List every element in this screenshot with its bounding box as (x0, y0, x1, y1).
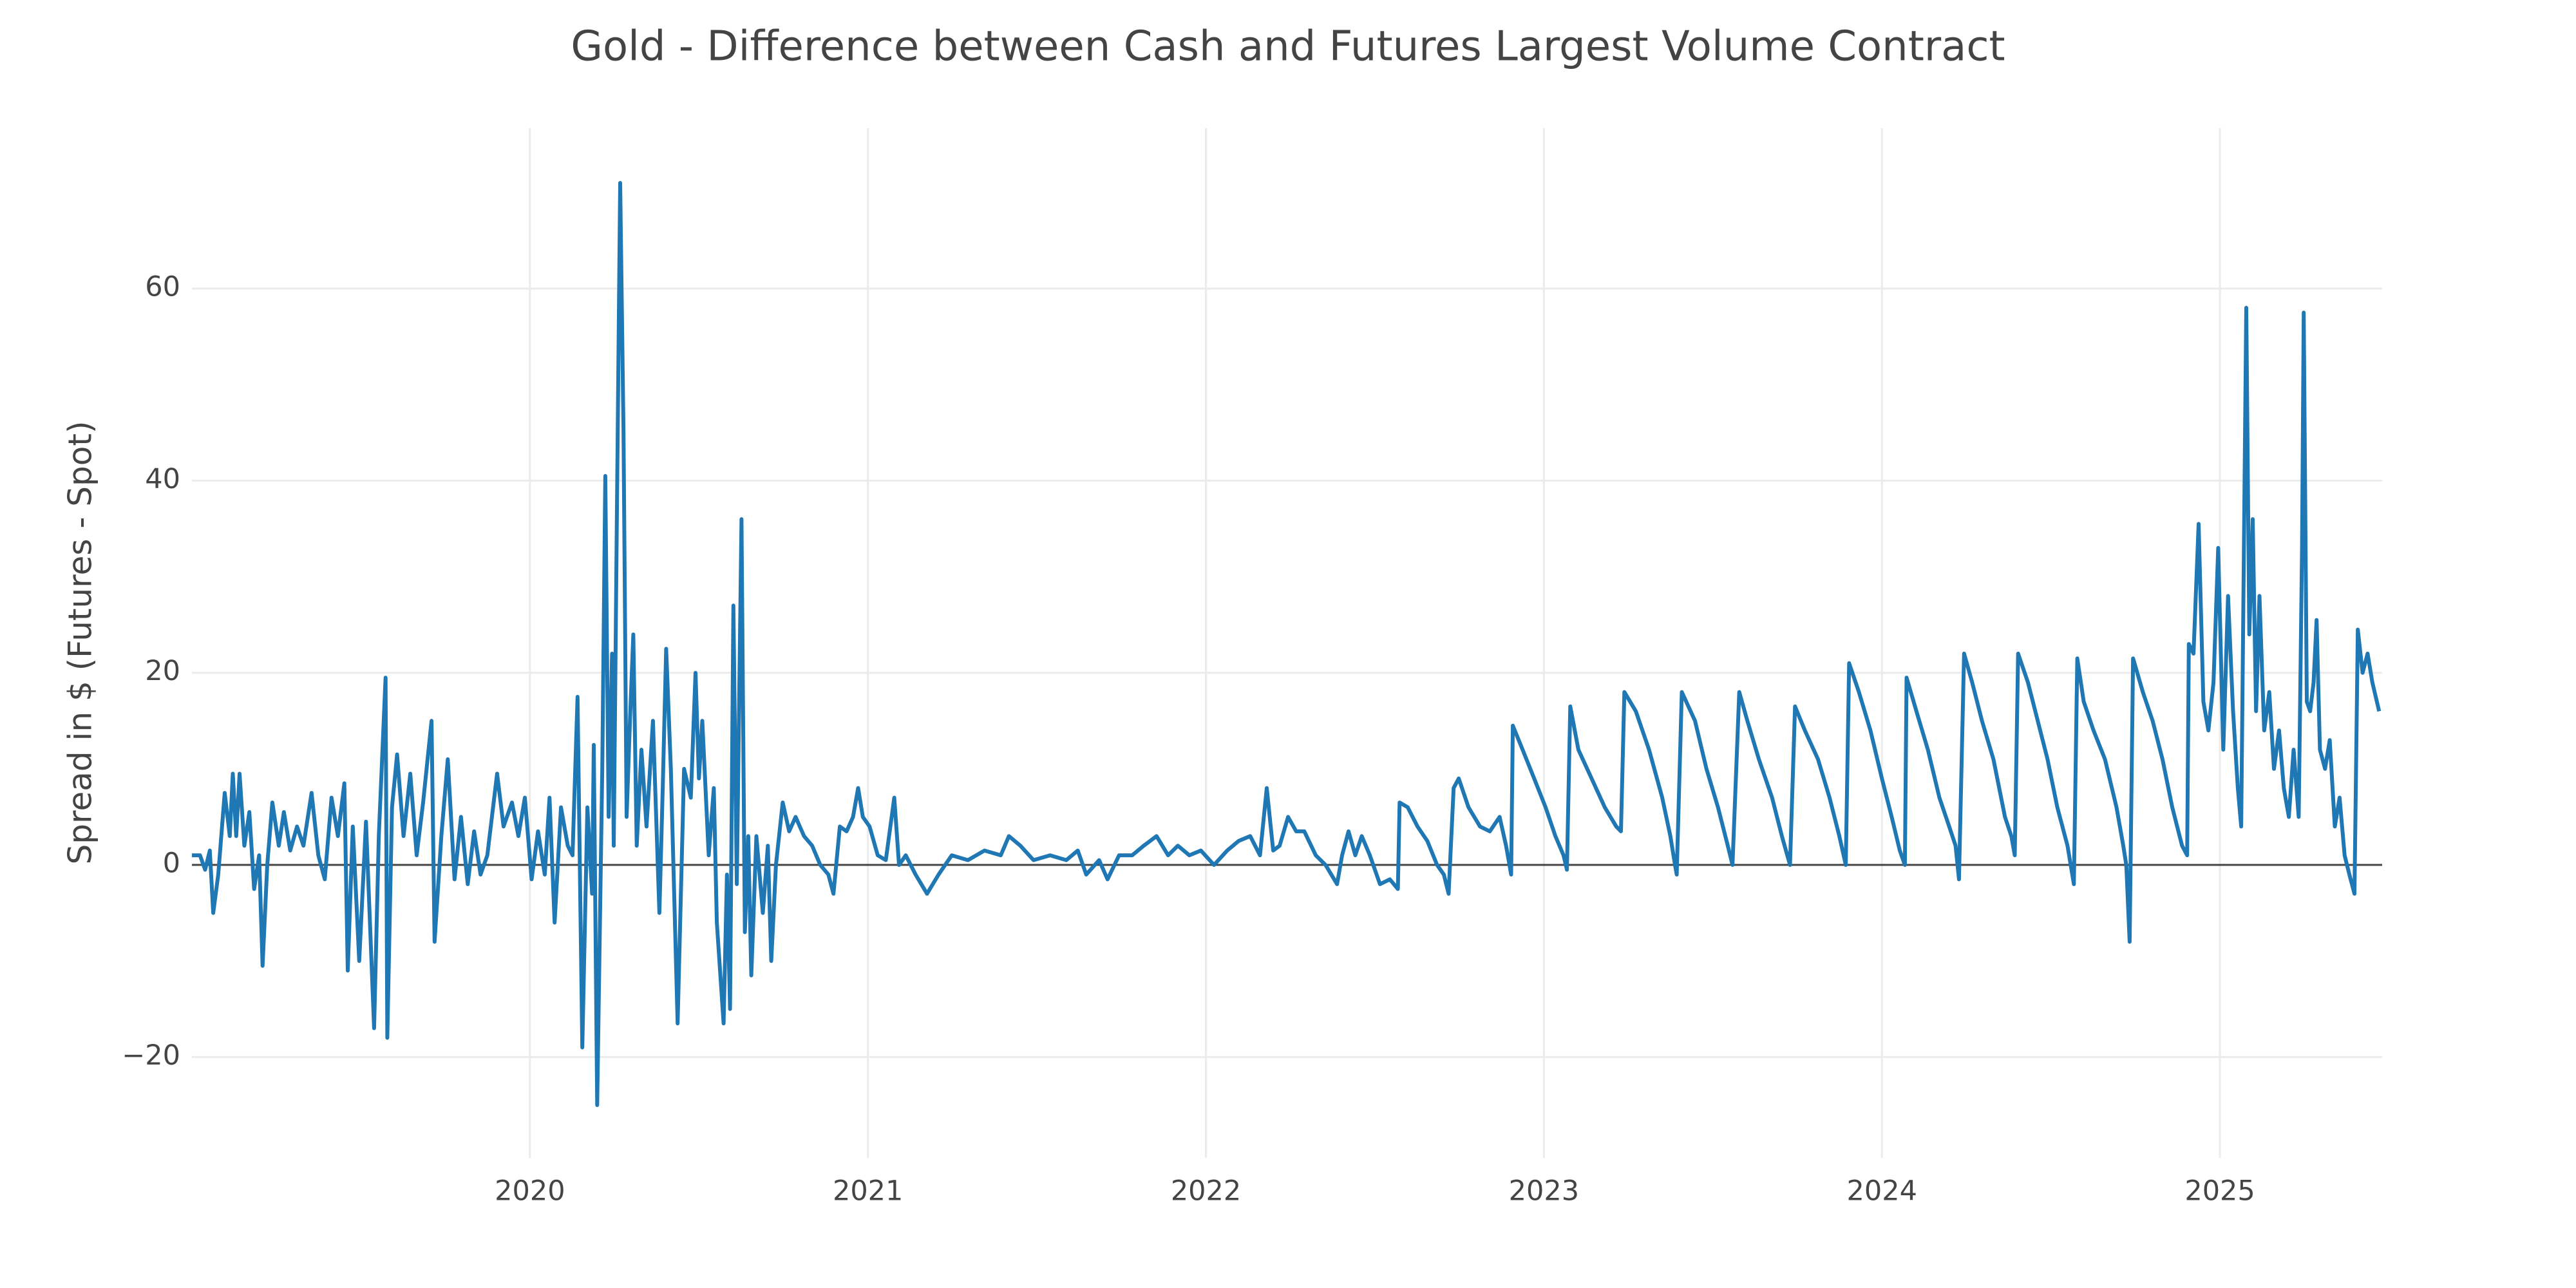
y-tick-label: 0 (163, 848, 180, 880)
y-axis-label: Spread in $ (Futures - Spot) (62, 421, 99, 865)
x-tick-label: 2023 (1509, 1175, 1579, 1208)
x-tick-label: 2020 (495, 1175, 565, 1208)
y-tick-label: 40 (145, 463, 180, 495)
x-tick-label: 2021 (833, 1175, 903, 1208)
y-tick-label: 20 (145, 655, 180, 687)
x-tick-label: 2025 (2184, 1175, 2255, 1208)
data-line (192, 181, 2382, 1107)
x-tick-label: 2022 (1171, 1175, 1241, 1208)
y-tick-label: 60 (145, 271, 180, 303)
chart-title: Gold - Difference between Cash and Futur… (571, 23, 2005, 71)
x-tick-label: 2024 (1847, 1175, 1917, 1208)
y-tick-label: −20 (122, 1039, 180, 1072)
